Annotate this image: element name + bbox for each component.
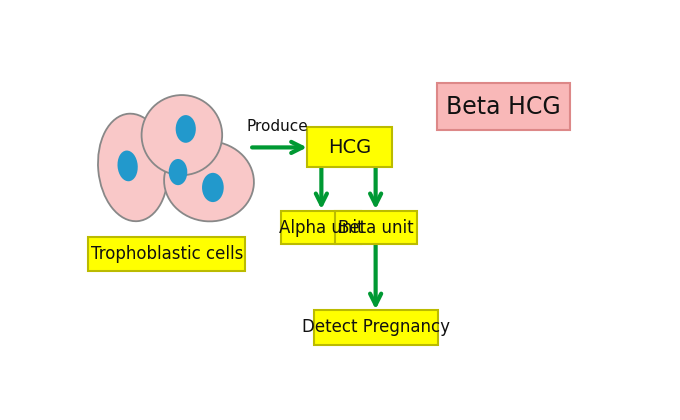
FancyBboxPatch shape (313, 310, 438, 344)
Text: HCG: HCG (328, 138, 371, 157)
Ellipse shape (202, 173, 224, 202)
Ellipse shape (141, 95, 222, 175)
Text: Detect Pregnancy: Detect Pregnancy (302, 318, 449, 336)
Text: Produce: Produce (246, 118, 308, 134)
FancyBboxPatch shape (282, 210, 361, 244)
FancyBboxPatch shape (437, 83, 570, 131)
Text: Beta HCG: Beta HCG (446, 94, 561, 118)
Ellipse shape (164, 141, 254, 221)
Ellipse shape (175, 115, 196, 143)
FancyBboxPatch shape (307, 127, 392, 168)
Text: Alpha unit: Alpha unit (279, 218, 364, 236)
Ellipse shape (98, 114, 168, 221)
FancyBboxPatch shape (88, 237, 245, 270)
Ellipse shape (169, 159, 187, 185)
Text: Beta unit: Beta unit (338, 218, 413, 236)
FancyBboxPatch shape (335, 210, 417, 244)
Ellipse shape (118, 150, 138, 181)
Text: Trophoblastic cells: Trophoblastic cells (90, 245, 243, 262)
